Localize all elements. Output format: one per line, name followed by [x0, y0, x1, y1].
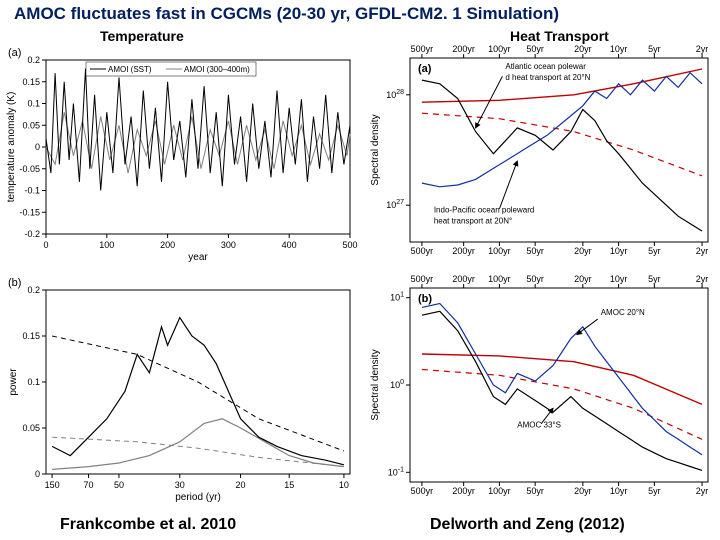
svg-text:30: 30 — [175, 480, 185, 490]
svg-text:500yr: 500yr — [411, 44, 434, 54]
svg-text:400: 400 — [282, 240, 297, 250]
svg-text:200yr: 200yr — [452, 274, 475, 284]
subtitle-heat-transport: Heat Transport — [510, 28, 609, 44]
svg-text:AMOI (300–400m): AMOI (300–400m) — [184, 65, 250, 74]
svg-text:100yr: 100yr — [488, 274, 511, 284]
svg-text:d heat transport at 20°N: d heat transport at 20°N — [505, 73, 590, 82]
svg-text:15: 15 — [284, 480, 294, 490]
svg-text:5yr: 5yr — [648, 486, 661, 496]
svg-text:200: 200 — [160, 240, 175, 250]
svg-text:-0.1: -0.1 — [24, 186, 40, 196]
svg-text:-0.15: -0.15 — [19, 207, 40, 217]
svg-text:(a): (a) — [8, 47, 21, 59]
chart-heat-transport-spectrum: 500yr 500yr 200yr 200yr 100yr 100yr 50yr 50yr 20… — [366, 44, 716, 264]
svg-text:year: year — [188, 252, 208, 263]
svg-text:power: power — [8, 368, 19, 396]
svg-text:50yr: 50yr — [526, 486, 544, 496]
svg-text:period (yr): period (yr) — [175, 492, 221, 503]
svg-text:2yr: 2yr — [696, 274, 709, 284]
svg-text:100yr: 100yr — [488, 44, 511, 54]
svg-text:AMOC 33°S: AMOC 33°S — [517, 421, 561, 430]
svg-text:0.2: 0.2 — [27, 285, 40, 295]
svg-text:10yr: 10yr — [610, 246, 628, 256]
svg-text:500yr: 500yr — [411, 246, 434, 256]
chart-power-spectrum: 150 70 50 30 20 15 10 0 0.05 0.1 0.15 0.2 period (yr… — [4, 274, 358, 504]
svg-text:2yr: 2yr — [696, 44, 709, 54]
svg-text:500: 500 — [342, 240, 357, 250]
svg-text:300: 300 — [221, 240, 236, 250]
svg-text:0.15: 0.15 — [22, 77, 40, 87]
svg-text:100: 100 — [99, 240, 114, 250]
svg-text:5yr: 5yr — [648, 44, 661, 54]
svg-text:Spectral density: Spectral density — [370, 349, 381, 420]
svg-text:10-1: 10-1 — [388, 466, 404, 477]
svg-text:1028: 1028 — [386, 89, 404, 100]
svg-text:100yr: 100yr — [488, 246, 511, 256]
svg-text:5yr: 5yr — [648, 246, 661, 256]
svg-text:20yr: 20yr — [574, 44, 592, 54]
svg-text:0: 0 — [43, 240, 48, 250]
svg-text:10yr: 10yr — [610, 486, 628, 496]
svg-text:5yr: 5yr — [648, 274, 661, 284]
svg-text:0.1: 0.1 — [27, 99, 40, 109]
svg-text:0: 0 — [35, 469, 40, 479]
page-title: AMOC fluctuates fast in CGCMs (20-30 yr,… — [14, 4, 706, 24]
svg-text:2yr: 2yr — [696, 486, 709, 496]
svg-text:0.1: 0.1 — [27, 377, 40, 387]
svg-text:500yr: 500yr — [411, 274, 434, 284]
svg-text:200yr: 200yr — [452, 486, 475, 496]
svg-text:-0.05: -0.05 — [19, 164, 40, 174]
svg-text:(b): (b) — [8, 277, 21, 289]
svg-text:-0.2: -0.2 — [24, 229, 40, 239]
svg-text:70: 70 — [84, 480, 94, 490]
svg-text:10yr: 10yr — [610, 44, 628, 54]
svg-text:50yr: 50yr — [526, 44, 544, 54]
citation-right: Delworth and Zeng (2012) — [430, 516, 625, 534]
svg-text:50yr: 50yr — [526, 274, 544, 284]
svg-text:500yr: 500yr — [411, 486, 434, 496]
svg-text:50: 50 — [114, 480, 124, 490]
svg-text:0.15: 0.15 — [22, 331, 40, 341]
svg-text:2yr: 2yr — [696, 246, 709, 256]
svg-text:20: 20 — [236, 480, 246, 490]
svg-text:200yr: 200yr — [452, 246, 475, 256]
svg-text:20yr: 20yr — [574, 274, 592, 284]
svg-text:20yr: 20yr — [574, 486, 592, 496]
svg-text:0.05: 0.05 — [22, 423, 40, 433]
svg-text:0.2: 0.2 — [27, 55, 40, 65]
svg-text:50yr: 50yr — [526, 246, 544, 256]
svg-text:10: 10 — [339, 480, 349, 490]
svg-text:AMOI (SST): AMOI (SST) — [108, 65, 152, 74]
svg-text:10yr: 10yr — [610, 274, 628, 284]
svg-text:heat transport at 20N°: heat transport at 20N° — [434, 217, 512, 226]
svg-text:150: 150 — [45, 480, 60, 490]
svg-text:Indo-Pacific ocean poleward: Indo-Pacific ocean poleward — [434, 206, 535, 215]
svg-text:Spectral density: Spectral density — [370, 114, 381, 185]
svg-text:200yr: 200yr — [452, 44, 475, 54]
svg-text:1027: 1027 — [386, 199, 404, 210]
subtitle-temperature: Temperature — [100, 28, 184, 44]
svg-text:(b): (b) — [418, 293, 432, 305]
chart-amoc-spectrum: 500yr 500yr 200yr 200yr 100yr 100yr 50yr 50yr 20… — [366, 274, 716, 504]
citation-left: Frankcombe et al. 2010 — [60, 516, 236, 534]
svg-text:100: 100 — [390, 379, 404, 390]
chart-temperature-timeseries: 0 100 200 300 400 500 -0.2 -0.15 -0.1 -0.05 0 0.05 0… — [4, 44, 358, 264]
svg-text:Atlantic ocean polewar: Atlantic ocean polewar — [505, 62, 586, 71]
svg-text:temperature anomaly (K): temperature anomaly (K) — [6, 92, 17, 203]
svg-text:100yr: 100yr — [488, 486, 511, 496]
svg-text:101: 101 — [390, 292, 404, 303]
svg-text:AMOC 20°N: AMOC 20°N — [601, 308, 645, 317]
svg-text:20yr: 20yr — [574, 246, 592, 256]
svg-text:0.05: 0.05 — [22, 120, 40, 130]
svg-text:(a): (a) — [418, 63, 432, 75]
svg-text:0: 0 — [35, 142, 40, 152]
